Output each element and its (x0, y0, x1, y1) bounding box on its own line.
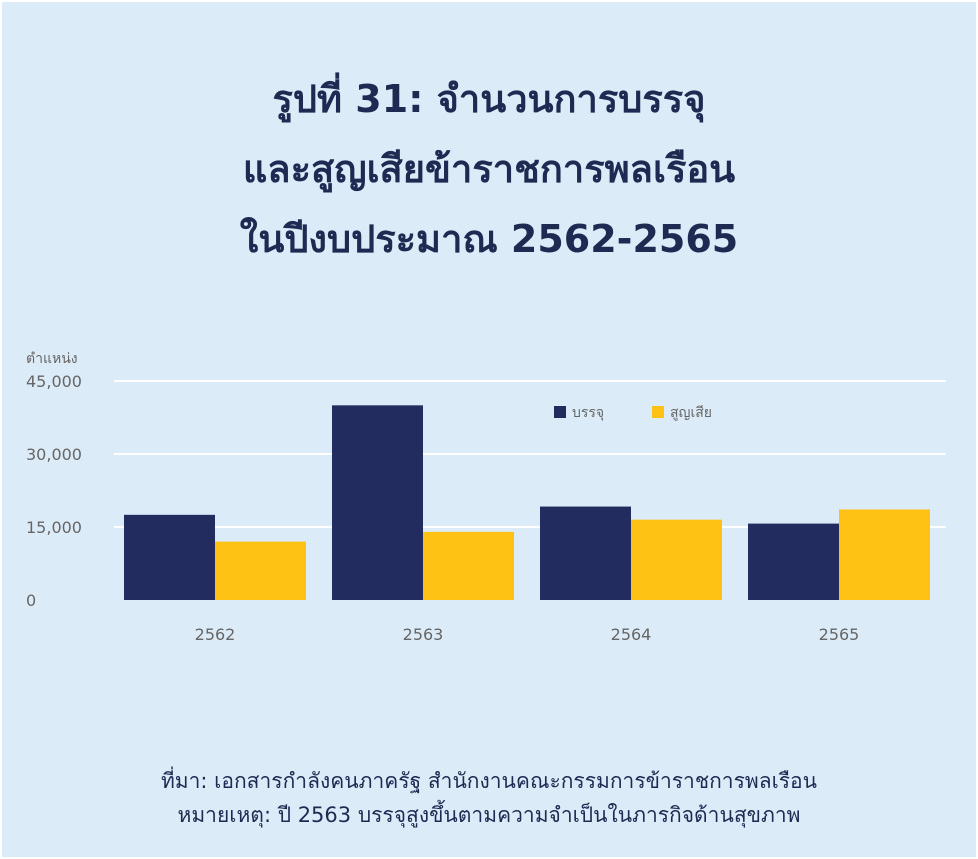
bar-บรรจุ-2564 (540, 506, 631, 600)
x-tick-label-2564: 2564 (611, 625, 652, 644)
x-tick-label-2565: 2565 (819, 625, 860, 644)
legend-label-1: สูญเสีย (670, 405, 712, 421)
chart-title-line-2: และสูญเสียข้าราชการพลเรือน (242, 147, 736, 191)
chart-title-line-3: ในปีงบประมาณ 2562-2565 (239, 217, 739, 261)
y-tick-label-0: 0 (26, 591, 36, 610)
x-tick-label-2562: 2562 (195, 625, 236, 644)
source-text: ที่มา: เอกสารกำลังคนภาครัฐ สำนักงานคณะกร… (160, 769, 818, 793)
bar-สูญเสีย-2562 (215, 541, 306, 600)
bar-สูญเสีย-2565 (839, 509, 930, 600)
legend-label-0: บรรจุ (572, 405, 604, 421)
y-tick-label-2: 30,000 (26, 445, 82, 464)
x-tick-label-2563: 2563 (403, 625, 444, 644)
legend-swatch-0 (554, 406, 566, 418)
y-tick-label-1: 15,000 (26, 518, 82, 537)
legend-swatch-1 (652, 406, 664, 418)
footer: ที่มา: เอกสารกำลังคนภาครัฐ สำนักงานคณะกร… (2, 764, 976, 832)
bar-chart: ตำแหน่ง 0 15,000 30,000 45,000 2562 2563 2564 25… (26, 351, 946, 644)
y-axis-label: ตำแหน่ง (26, 351, 78, 367)
bar-สูญเสีย-2564 (631, 519, 722, 600)
chart-title-line-1: รูปที่ 31: จำนวนการบรรจุ (272, 77, 706, 121)
bar-บรรจุ-2565 (748, 523, 839, 600)
chart-title: รูปที่ 31: จำนวนการบรรจุ และสูญเสียข้ารา… (2, 64, 976, 274)
bar-บรรจุ-2563 (332, 405, 423, 600)
note-text: หมายเหตุ: ปี 2563 บรรจุสูงขึ้นตามความจำเ… (177, 803, 801, 827)
bar-บรรจุ-2562 (124, 514, 215, 600)
bar-สูญเสีย-2563 (423, 531, 514, 600)
y-tick-label-3: 45,000 (26, 372, 82, 391)
